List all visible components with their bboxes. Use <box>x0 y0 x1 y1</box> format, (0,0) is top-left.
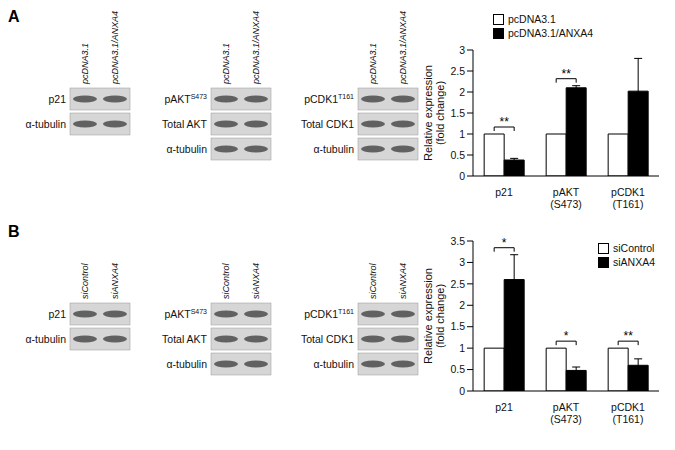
svg-text:Total AKT: Total AKT <box>162 118 208 130</box>
svg-text:1.5: 1.5 <box>450 320 465 332</box>
svg-text:pcDNA3.1: pcDNA3.1 <box>80 43 90 85</box>
html-text:pcDNA3.1/ANXA4: pcDNA3.1/ANXA4 <box>508 27 594 39</box>
svg-text:pAKTS473: pAKTS473 <box>164 93 207 105</box>
svg-text:2: 2 <box>459 86 465 98</box>
svg-text:0: 0 <box>459 385 465 397</box>
svg-text:pAKT(S473): pAKT(S473) <box>550 401 582 425</box>
svg-text:1.5: 1.5 <box>450 107 465 119</box>
svg-text:α-tubulin: α-tubulin <box>313 143 354 155</box>
html-text:siANXA4: siANXA4 <box>613 256 655 268</box>
svg-text:2.5: 2.5 <box>450 278 465 290</box>
svg-text:pcDNA3.1: pcDNA3.1 <box>221 43 231 85</box>
svg-text:pcDNA3.1/ANXA4: pcDNA3.1/ANXA4 <box>251 11 261 85</box>
svg-text:pCDK1T161: pCDK1T161 <box>304 308 354 320</box>
svg-text:α-tubulin: α-tubulin <box>313 358 354 370</box>
svg-text:α-tubulin: α-tubulin <box>166 358 207 370</box>
svg-text:pcDNA3.1/ANXA4: pcDNA3.1/ANXA4 <box>110 11 120 85</box>
svg-text:2: 2 <box>459 299 465 311</box>
svg-text:1: 1 <box>459 342 465 354</box>
svg-text:3.5: 3.5 <box>450 235 465 247</box>
svg-text:p21: p21 <box>48 308 66 320</box>
svg-text:siANXA4: siANXA4 <box>398 263 408 299</box>
svg-text:pAKT(S473): pAKT(S473) <box>550 186 582 210</box>
html-text:(fold change): (fold change) <box>434 80 446 146</box>
svg-text:Total CDK1: Total CDK1 <box>301 333 354 345</box>
html-text:B: B <box>8 223 20 240</box>
svg-text:*: * <box>564 329 569 343</box>
html-text:(fold change): (fold change) <box>434 283 446 349</box>
svg-text:p21: p21 <box>48 93 66 105</box>
svg-text:2.5: 2.5 <box>450 65 465 77</box>
svg-text:1: 1 <box>459 128 465 140</box>
svg-text:**: ** <box>561 67 571 81</box>
svg-text:**: ** <box>499 115 509 129</box>
svg-text:siControl: siControl <box>80 262 90 299</box>
svg-text:pCDK1T161: pCDK1T161 <box>304 93 354 105</box>
svg-text:**: ** <box>623 329 633 343</box>
svg-text:pcDNA3.1/ANXA4: pcDNA3.1/ANXA4 <box>398 11 408 85</box>
svg-text:*: * <box>502 236 507 250</box>
svg-text:p21: p21 <box>495 186 513 198</box>
svg-text:siANXA4: siANXA4 <box>110 263 120 299</box>
html-text:siControl: siControl <box>613 242 655 254</box>
svg-text:pcDNA3.1: pcDNA3.1 <box>368 43 378 85</box>
svg-text:siControl: siControl <box>221 262 231 299</box>
svg-text:Total CDK1: Total CDK1 <box>301 118 354 130</box>
svg-text:α-tubulin: α-tubulin <box>25 118 66 130</box>
svg-text:3: 3 <box>459 44 465 56</box>
svg-text:p21: p21 <box>495 401 513 413</box>
svg-text:pCDK1(T161): pCDK1(T161) <box>611 186 645 210</box>
html-text:Relative expression: Relative expression <box>422 268 434 364</box>
svg-text:siControl: siControl <box>368 262 378 299</box>
svg-text:0: 0 <box>459 170 465 182</box>
svg-text:0.5: 0.5 <box>450 363 465 375</box>
svg-text:pAKTS473: pAKTS473 <box>164 308 207 320</box>
svg-text:Total AKT: Total AKT <box>162 333 208 345</box>
html-text:pcDNA3.1: pcDNA3.1 <box>508 13 556 25</box>
svg-text:α-tubulin: α-tubulin <box>166 143 207 155</box>
svg-text:3: 3 <box>459 256 465 268</box>
html-text:Relative expression: Relative expression <box>422 65 434 161</box>
svg-text:pCDK1(T161): pCDK1(T161) <box>611 401 645 425</box>
svg-text:0.5: 0.5 <box>450 149 465 161</box>
svg-text:α-tubulin: α-tubulin <box>25 333 66 345</box>
svg-text:siANXA4: siANXA4 <box>251 263 261 299</box>
html-text:A: A <box>8 8 20 25</box>
